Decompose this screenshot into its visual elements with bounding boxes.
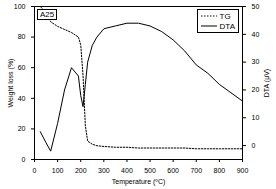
svg-text:Temperature (ºC): Temperature (ºC): [112, 178, 166, 186]
html-text:A25: A25: [40, 10, 55, 19]
html-text:TG: TG: [219, 11, 231, 21]
svg-text:800: 800: [214, 167, 226, 174]
html-text:DTA: DTA: [219, 21, 235, 31]
svg-text:700: 700: [190, 167, 202, 174]
svg-text:30: 30: [252, 58, 260, 65]
svg-text:100: 100: [52, 167, 64, 174]
svg-text:900: 900: [237, 167, 249, 174]
svg-text:40: 40: [252, 31, 260, 38]
svg-text:600: 600: [167, 167, 179, 174]
svg-text:80: 80: [18, 33, 26, 40]
svg-text:40: 40: [18, 95, 26, 102]
svg-text:Weight loss (%): Weight loss (%): [7, 59, 15, 108]
svg-text:20: 20: [252, 86, 260, 93]
svg-text:300: 300: [98, 167, 110, 174]
svg-text:DTA (μV): DTA (μV): [263, 69, 271, 97]
svg-text:0: 0: [33, 167, 37, 174]
svg-text:0: 0: [22, 156, 26, 163]
svg-text:10: 10: [252, 114, 260, 121]
svg-text:60: 60: [18, 64, 26, 71]
svg-text:0: 0: [252, 142, 256, 149]
svg-text:50: 50: [252, 3, 260, 10]
svg-text:500: 500: [144, 167, 156, 174]
svg-text:20: 20: [18, 125, 26, 132]
svg-text:200: 200: [75, 167, 87, 174]
svg-text:400: 400: [121, 167, 133, 174]
svg-text:100: 100: [14, 3, 26, 10]
